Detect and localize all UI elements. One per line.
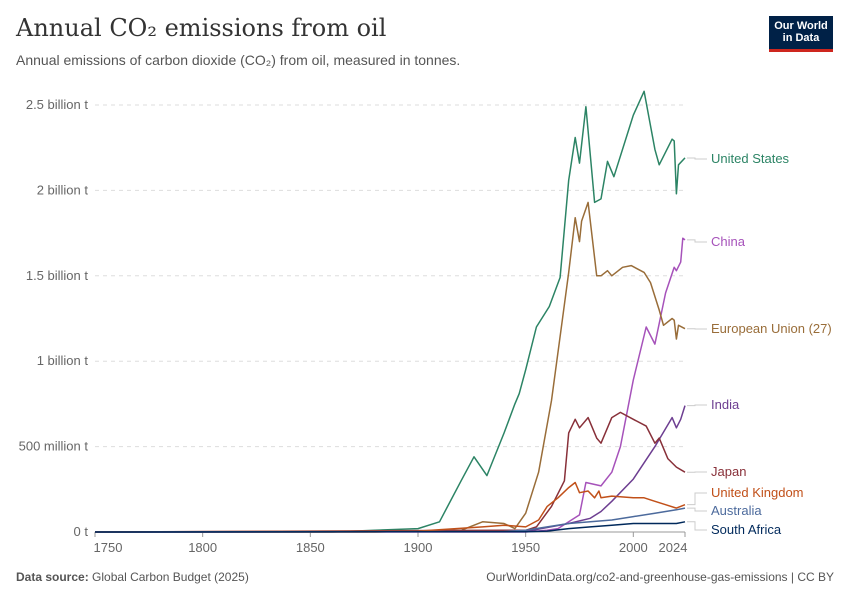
label-connector [687, 157, 707, 160]
series-line-india [94, 405, 686, 533]
label-connector [687, 507, 707, 512]
series-line-south-africa [94, 521, 686, 533]
x-tick-label: 1750 [94, 540, 123, 555]
x-tick-label: 2000 [619, 540, 648, 555]
x-tick-label: 1900 [404, 540, 433, 555]
footer-link[interactable]: OurWorldinData.org/co2-and-greenhouse-ga… [486, 570, 834, 584]
x-tick-label: 1800 [188, 540, 217, 555]
series-label: European Union (27) [711, 321, 832, 336]
x-tick-label: 2024 [659, 540, 688, 555]
y-tick-label: 1.5 billion t [26, 268, 89, 283]
x-tick-label: 1850 [296, 540, 325, 555]
line-chart: 0 t 500 million t 1 billion t 1.5 billion t… [19, 90, 832, 555]
series-line-european-union- [95, 201, 686, 533]
series-label: South Africa [711, 522, 782, 537]
series-label: India [711, 397, 740, 412]
label-connector [687, 521, 707, 531]
series-label: Australia [711, 503, 762, 518]
series-line-japan [94, 411, 686, 533]
series-line-australia [94, 507, 686, 533]
owid-logo[interactable]: Our World in Data [769, 16, 833, 52]
series-line-united-kingdom [94, 481, 686, 533]
source-link[interactable]: Global Carbon Budget (2025) [92, 570, 249, 584]
series-line-china [95, 237, 686, 533]
series-line-united-states [95, 90, 686, 533]
y-tick-label: 500 million t [19, 439, 89, 454]
chart-subtitle: Annual emissions of carbon dioxide (CO₂)… [16, 52, 461, 68]
chart-title: Annual CO₂ emissions from oil [16, 14, 387, 42]
series-label: China [711, 234, 746, 249]
series-label: Japan [711, 464, 746, 479]
y-tick-label: 0 t [74, 524, 89, 539]
label-connector [687, 239, 707, 243]
series-label: United States [711, 151, 790, 166]
label-connector [687, 404, 707, 407]
x-tick-label: 1950 [511, 540, 540, 555]
series-label: United Kingdom [711, 485, 804, 500]
y-tick-label: 2 billion t [37, 182, 89, 197]
y-tick-label: 2.5 billion t [26, 97, 89, 112]
data-source: Data source: Global Carbon Budget (2025) [16, 570, 249, 584]
y-tick-label: 1 billion t [37, 353, 89, 368]
label-connector [687, 492, 707, 506]
